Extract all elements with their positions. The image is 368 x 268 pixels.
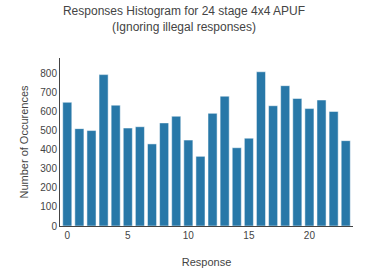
svg-text:0: 0 bbox=[51, 221, 57, 232]
svg-text:600: 600 bbox=[40, 106, 57, 117]
svg-text:15: 15 bbox=[243, 230, 255, 241]
svg-text:0: 0 bbox=[64, 230, 70, 241]
svg-text:800: 800 bbox=[40, 68, 57, 79]
svg-text:10: 10 bbox=[183, 230, 195, 241]
svg-text:100: 100 bbox=[40, 201, 57, 212]
svg-text:300: 300 bbox=[40, 163, 57, 174]
svg-text:5: 5 bbox=[125, 230, 131, 241]
svg-text:500: 500 bbox=[40, 125, 57, 136]
svg-text:700: 700 bbox=[40, 87, 57, 98]
svg-text:Number of Occurences: Number of Occurences bbox=[18, 85, 30, 199]
svg-text:400: 400 bbox=[40, 144, 57, 155]
svg-text:200: 200 bbox=[40, 182, 57, 193]
svg-text:Responses Histogram for 24 sta: Responses Histogram for 24 stage 4x4 APU… bbox=[63, 4, 305, 34]
svg-text:Response: Response bbox=[182, 256, 232, 268]
svg-text:20: 20 bbox=[304, 230, 316, 241]
